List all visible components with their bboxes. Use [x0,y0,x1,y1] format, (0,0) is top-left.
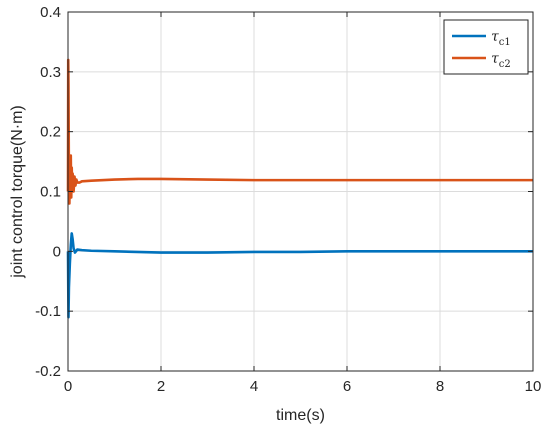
x-tick-label: 2 [157,378,165,395]
series-line-c2 [66,58,533,205]
x-tick-label: 8 [436,378,444,395]
legend-label-c1: τc1 [491,29,511,48]
tick-labels: 0 2 4 6 8 10 -0.2 -0.1 0 0.1 0.2 0.3 0.4 [35,4,541,395]
legend-label-c2: τc2 [491,51,511,70]
y-tick-label: 0.2 [40,124,61,141]
legend-box [443,19,529,75]
y-tick-label: 0.4 [40,4,61,21]
y-tick-label: -0.1 [35,303,61,320]
x-tick-label: 6 [343,378,351,395]
x-axis-label: time(s) [276,407,325,424]
x-tick-label: 0 [64,378,72,395]
series-layer [66,58,533,319]
x-tick-label: 10 [525,378,542,395]
y-axis-label: joint control torque(N·m) [9,105,26,279]
series-line-c1 [66,232,533,319]
y-tick-label: 0.3 [40,64,61,81]
x-tick-label: 4 [250,378,258,395]
y-tick-label: 0.1 [40,184,61,201]
ticks [67,11,534,372]
y-tick-label: 0 [53,243,61,260]
y-tick-label: -0.2 [35,363,61,380]
